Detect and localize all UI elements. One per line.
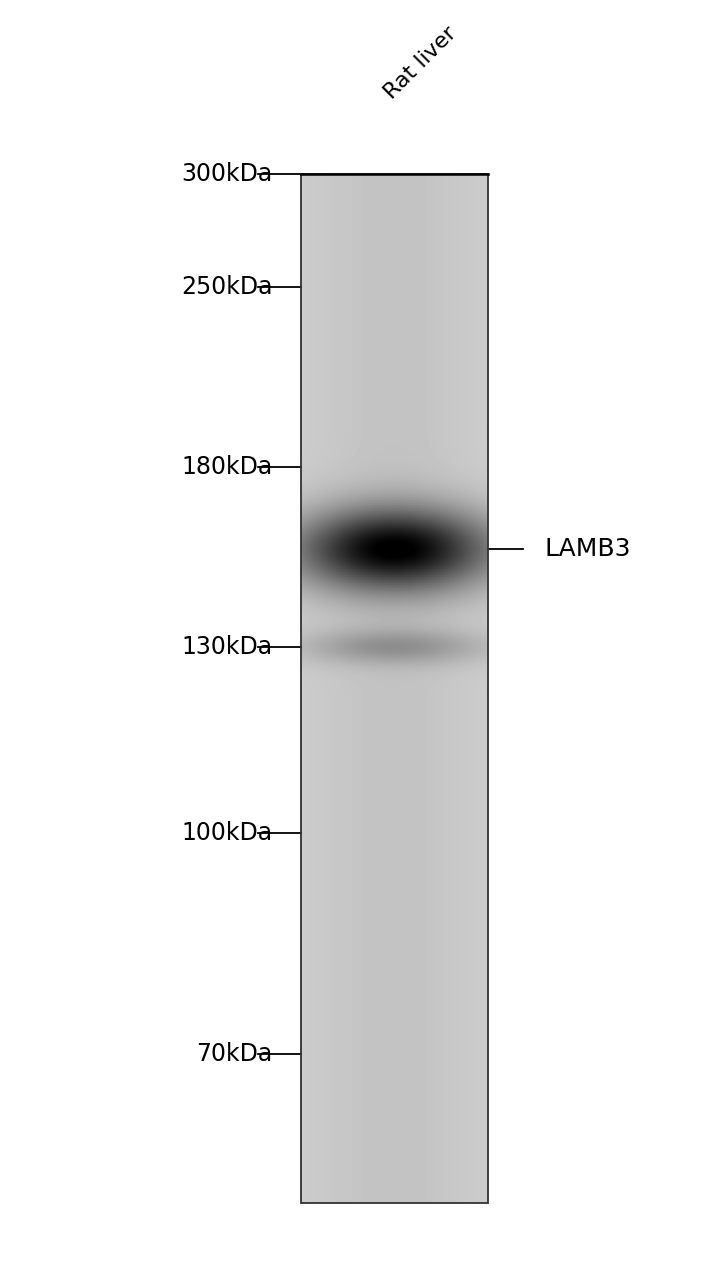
Text: LAMB3: LAMB3 bbox=[545, 538, 632, 562]
Text: 180kDa: 180kDa bbox=[181, 456, 272, 479]
Text: 250kDa: 250kDa bbox=[181, 275, 272, 300]
Text: 130kDa: 130kDa bbox=[181, 635, 272, 659]
Text: Rat liver: Rat liver bbox=[380, 23, 460, 104]
Text: 70kDa: 70kDa bbox=[196, 1042, 272, 1066]
Text: 300kDa: 300kDa bbox=[181, 161, 272, 186]
Text: 100kDa: 100kDa bbox=[181, 820, 272, 845]
